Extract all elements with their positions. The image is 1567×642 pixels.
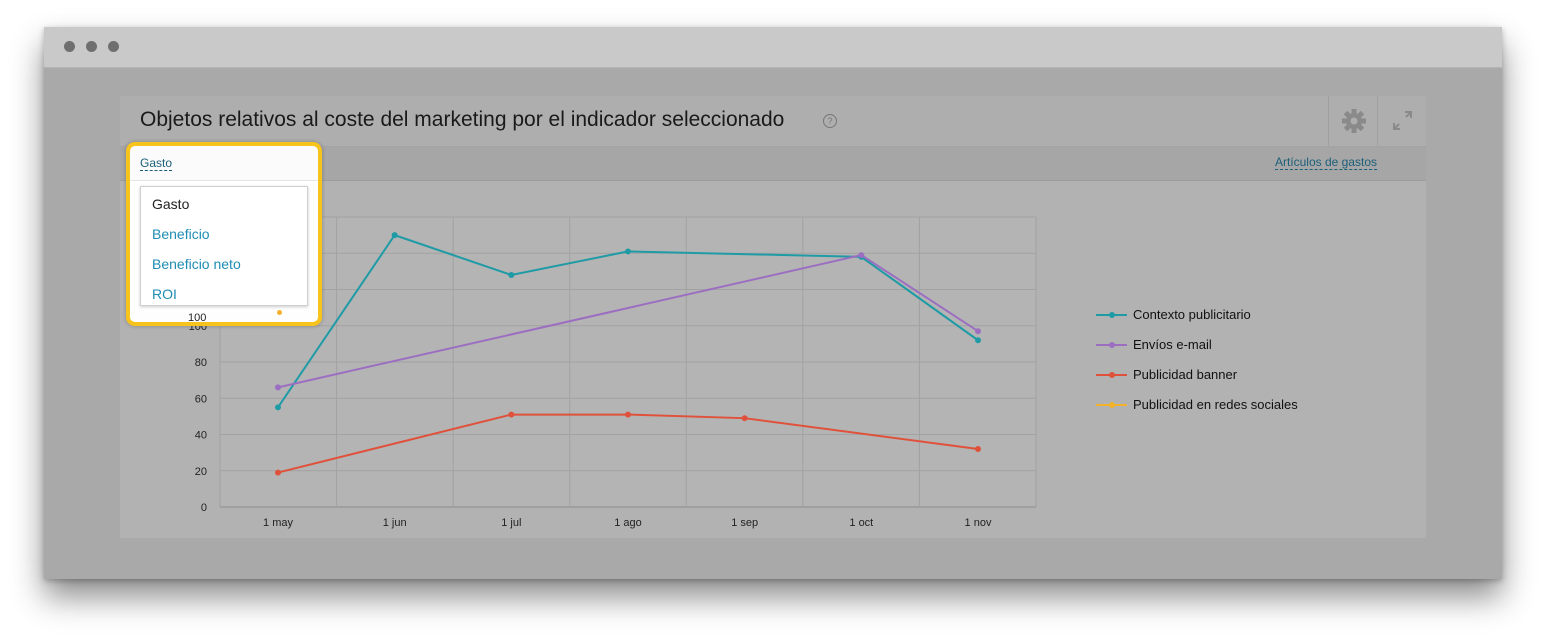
- expand-button[interactable]: [1377, 96, 1427, 146]
- browser-window: Objetos relativos al coste del marketing…: [44, 27, 1502, 579]
- metric-selector-bar: Gasto: [130, 146, 318, 181]
- data-point: [975, 337, 981, 344]
- y-tick-label: 0: [201, 502, 207, 514]
- metric-dropdown-highlight: Gasto Gasto Beneficio Beneficio neto ROI…: [126, 142, 322, 326]
- y-tick-label: 80: [195, 357, 207, 369]
- menu-item-roi[interactable]: ROI: [152, 286, 177, 302]
- panel-toolbar: Artículos de gastos: [120, 147, 1426, 181]
- data-point: [275, 404, 281, 411]
- metric-dropdown-menu: Gasto Beneficio Beneficio neto ROI: [140, 186, 308, 306]
- data-point: [975, 328, 981, 335]
- expand-icon: [1393, 111, 1412, 130]
- question-circle-icon[interactable]: ?: [823, 114, 837, 128]
- x-tick-label: 1 nov: [965, 517, 992, 529]
- menu-item-beneficio-neto[interactable]: Beneficio neto: [152, 256, 241, 272]
- data-point: [275, 384, 281, 391]
- data-point: [508, 411, 515, 418]
- metric-selector-link[interactable]: Gasto: [140, 156, 173, 171]
- data-point: [625, 248, 631, 255]
- window-minimize-dot[interactable]: [86, 41, 97, 52]
- y-tick-label: 20: [195, 466, 207, 478]
- legend-label: Publicidad banner: [1133, 367, 1238, 382]
- legend-label: Contexto publicitario: [1133, 307, 1251, 322]
- legend-marker: [1109, 402, 1115, 408]
- gear-icon: [1342, 109, 1366, 133]
- report-panel: Objetos relativos al coste del marketing…: [120, 96, 1426, 538]
- legend-label: Publicidad en redes sociales: [1133, 397, 1298, 412]
- menu-item-beneficio[interactable]: Beneficio: [152, 226, 210, 242]
- legend-marker: [1109, 372, 1115, 378]
- legend-marker: [1109, 312, 1115, 318]
- window-close-dot[interactable]: [64, 41, 75, 52]
- social-ads-point: [277, 310, 282, 315]
- x-tick-label: 1 sep: [731, 517, 758, 529]
- panel-title: Objetos relativos al coste del marketing…: [140, 108, 785, 131]
- menu-item-gasto[interactable]: Gasto: [152, 196, 190, 212]
- y-tick-label: 100: [188, 312, 207, 324]
- data-point: [741, 415, 748, 422]
- legend-marker: [1109, 342, 1115, 348]
- data-point: [391, 232, 398, 239]
- data-point: [508, 272, 515, 278]
- window-titlebar: [44, 27, 1502, 68]
- data-point: [858, 252, 865, 259]
- x-tick-label: 1 may: [263, 517, 293, 529]
- x-tick-label: 1 jul: [501, 517, 521, 529]
- x-tick-label: 1 jun: [383, 517, 407, 529]
- panel-header: Objetos relativos al coste del marketing…: [120, 96, 1426, 147]
- line-chart: 0 20 40 60 80 100 1 may 1 jun 1 jul 1 ago 1 sep 1 o…: [189, 216, 1037, 529]
- data-point: [275, 469, 281, 476]
- series-line: [277, 233, 979, 408]
- page-content: Objetos relativos al coste del marketing…: [44, 68, 1502, 579]
- x-tick-label: 1 oct: [849, 517, 873, 529]
- window-maximize-dot[interactable]: [108, 41, 119, 52]
- data-point: [975, 446, 981, 452]
- x-tick-label: 1 ago: [614, 517, 642, 529]
- expense-articles-link[interactable]: Artículos de gastos: [1274, 155, 1377, 170]
- y-tick-label: 40: [195, 430, 207, 442]
- y-tick-label: 60: [195, 393, 207, 405]
- settings-button[interactable]: [1328, 96, 1378, 146]
- legend-label: Envíos e-mail: [1133, 337, 1212, 352]
- data-point: [625, 411, 631, 418]
